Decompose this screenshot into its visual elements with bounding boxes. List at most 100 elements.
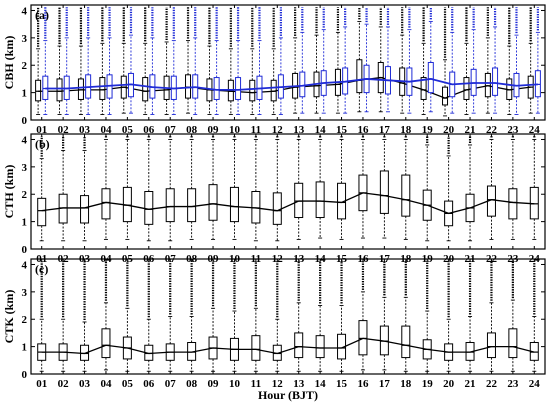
x-tick-label: 18: [400, 124, 412, 136]
x-tick-label: 11: [251, 378, 261, 390]
box: [294, 182, 304, 219]
box: [272, 192, 282, 225]
x-tick-label: 17: [379, 378, 391, 390]
x-tick-label: 22: [486, 124, 498, 136]
y-tick-label: 4: [22, 5, 28, 17]
x-tick-label: 20: [443, 124, 455, 136]
y-tick-label: 3: [22, 162, 28, 174]
x-tick-label: 10: [229, 378, 241, 390]
x-axis-label: Hour (BJT): [258, 388, 318, 402]
y-axis-label: CTH (km): [2, 165, 16, 219]
x-tick-label: 01: [36, 124, 47, 136]
x-tick-label: 12: [272, 124, 284, 136]
box: [249, 79, 256, 102]
box: [80, 195, 90, 224]
y-tick-label: 2: [22, 60, 28, 72]
box: [185, 74, 192, 99]
x-tick-label: 05: [122, 124, 134, 136]
median-line: [45, 78, 538, 91]
box: [427, 62, 434, 94]
x-tick-label: 12: [272, 378, 284, 390]
box: [356, 59, 363, 94]
y-tick-label: 1: [22, 342, 28, 354]
x-tick-label: 23: [507, 378, 519, 390]
box: [213, 77, 220, 100]
x-tick-label: 19: [422, 378, 434, 390]
y-tick-label: 0: [22, 244, 28, 256]
box: [144, 191, 154, 225]
x-tick-label: 21: [465, 378, 476, 390]
x-tick-label: 16: [357, 378, 369, 390]
x-tick-label: 16: [357, 124, 369, 136]
x-tick-label: 13: [293, 124, 305, 136]
series-1: [37, 261, 539, 372]
box: [492, 67, 499, 96]
series-2: [42, 7, 541, 115]
x-tick-label: 08: [186, 124, 198, 136]
box: [463, 77, 470, 100]
box: [315, 181, 325, 219]
x-tick-label: 02: [58, 378, 70, 390]
x-tick-label: 05: [122, 378, 134, 390]
plot-frame: [30, 133, 546, 250]
x-tick-label: 08: [186, 378, 198, 390]
y-tick-label: 3: [22, 33, 28, 45]
box: [187, 188, 197, 223]
x-tick-label: 22: [486, 378, 498, 390]
box: [165, 188, 175, 223]
x-tick-label: 15: [336, 378, 348, 390]
x-tick-label: 17: [379, 124, 391, 136]
box: [484, 72, 491, 98]
panel-label: (a): [35, 8, 49, 22]
x-tick-label: 24: [529, 378, 541, 390]
box: [294, 332, 304, 359]
x-tick-label: 02: [58, 124, 70, 136]
y-tick-label: 2: [22, 189, 28, 201]
x-tick-label: 20: [443, 378, 455, 390]
box: [401, 174, 411, 217]
plot-frame: [30, 4, 546, 121]
box: [77, 78, 84, 100]
median-line: [41, 337, 535, 355]
series-1: [35, 7, 534, 117]
y-tick-label: 0: [22, 369, 28, 381]
x-tick-label: 21: [465, 124, 476, 136]
box: [508, 328, 518, 359]
x-tick-label: 14: [315, 378, 327, 390]
x-tick-label: 04: [100, 378, 112, 390]
plot-frame: [30, 258, 546, 375]
box: [299, 71, 306, 98]
box: [379, 170, 389, 214]
x-tick-label: 03: [79, 124, 91, 136]
y-tick-label: 4: [22, 259, 28, 271]
y-tick-label: 0: [22, 115, 28, 127]
x-tick-label: 01: [36, 378, 47, 390]
box: [486, 332, 496, 359]
series-1: [37, 136, 539, 242]
x-tick-label: 06: [143, 378, 155, 390]
box: [35, 79, 42, 102]
y-tick-label: 2: [22, 314, 28, 326]
x-tick-label: 14: [315, 124, 327, 136]
box: [358, 320, 368, 356]
y-axis-label: CTK (km): [2, 290, 16, 344]
x-tick-label: 13: [293, 378, 305, 390]
y-tick-label: 3: [22, 287, 28, 299]
y-axis-label: CBH (km): [2, 36, 16, 90]
x-tick-label: 19: [422, 124, 434, 136]
box: [37, 197, 47, 227]
x-tick-label: 04: [100, 124, 112, 136]
x-tick-label: 07: [165, 378, 177, 390]
x-tick-label: 09: [208, 378, 220, 390]
x-tick-label: 15: [336, 124, 348, 136]
x-tick-label: 07: [165, 124, 177, 136]
x-tick-label: 03: [79, 378, 91, 390]
box: [99, 77, 106, 100]
x-tick-label: 24: [529, 124, 541, 136]
box: [401, 325, 411, 359]
y-tick-label: 4: [22, 134, 28, 146]
